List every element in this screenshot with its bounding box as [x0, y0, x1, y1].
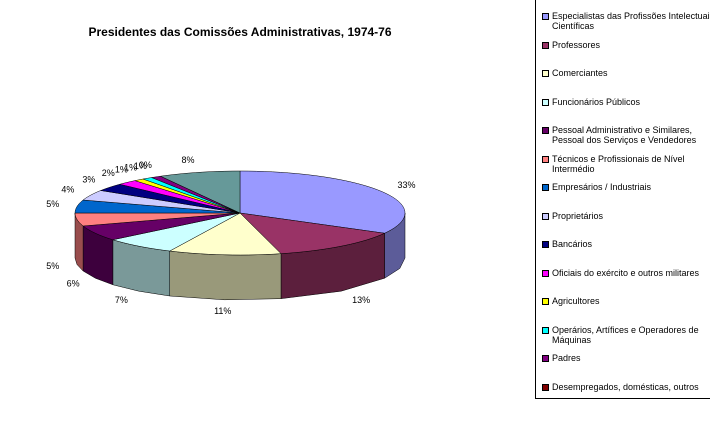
legend-swatch — [542, 212, 549, 220]
legend-label: Professores — [552, 39, 601, 50]
legend-swatch — [542, 241, 549, 248]
data-label: 6% — [67, 278, 80, 288]
legend-item: Pessoal Administrativo e Similares, Pess… — [542, 125, 710, 145]
pie-slice — [74, 212, 241, 227]
data-label: 1% — [115, 165, 128, 175]
legend-swatch — [542, 383, 549, 391]
legend-item: Empresários / Industriais — [542, 182, 710, 192]
pie-slice — [239, 212, 386, 254]
walls — [74, 212, 406, 301]
legend-swatch — [542, 98, 549, 106]
data-label: 11% — [214, 306, 231, 316]
legend-item: Especialistas das Profissões Intelectuai… — [542, 11, 710, 31]
pie-slice — [112, 212, 241, 252]
legend-item: Funcionários Públicos — [542, 97, 710, 107]
data-label: 3% — [82, 174, 95, 184]
legend-label: Padres — [552, 353, 581, 363]
legend-swatch — [542, 326, 549, 334]
data-label: 33% — [398, 180, 416, 190]
legend-item: Proprietários — [542, 211, 710, 221]
legend-item: Agricultores — [542, 296, 710, 306]
legend-item: Técnicos e Profissionais de Nível Interm… — [542, 154, 710, 174]
data-label: 0% — [139, 160, 152, 170]
legend-swatch — [542, 269, 549, 277]
legend-label: Pessoal Administrativo e Similares, Pess… — [552, 125, 697, 145]
data-label: 13% — [352, 295, 370, 305]
data-label: 1% — [124, 163, 137, 173]
legend-label: Desempregados, domésticas, outros — [552, 381, 699, 392]
legend-item: Bancários — [542, 239, 710, 249]
legend-label: Especialistas das Profissões Intelectuai… — [552, 11, 710, 31]
data-label: 8% — [181, 155, 194, 165]
legend-label: Oficiais do exército e outros militares — [552, 267, 700, 278]
legend-item: Professores — [542, 40, 710, 50]
tops — [74, 170, 406, 256]
data-label: 4% — [61, 184, 74, 194]
data-label: 5% — [46, 199, 59, 209]
pie-slice — [159, 170, 241, 214]
pie-slice — [168, 212, 282, 256]
legend-label: Técnicos e Profissionais de Nível Interm… — [552, 153, 685, 174]
chart-title: Presidentes das Comissões Administrativa… — [88, 25, 391, 39]
legend-label: Agricultores — [552, 296, 600, 306]
legend-label: Bancários — [552, 239, 593, 249]
legend-item: Padres — [542, 353, 710, 363]
legend-swatch — [542, 298, 549, 305]
data-label: 2% — [102, 168, 115, 178]
legend: Especialistas das Profissões Intelectuai… — [535, 0, 710, 399]
plot: Presidentes das Comissões Administrativa… — [46, 25, 415, 316]
legend-swatch — [542, 13, 549, 20]
labels: 33%13%11%7%6%5%5%4%3%2% 1%1%1%0% 8% — [46, 155, 415, 316]
data-label: 7% — [115, 295, 128, 305]
pie-slice — [82, 190, 241, 214]
data-label: 5% — [46, 261, 59, 271]
pie-side — [169, 250, 282, 301]
legend-item: Operários, Artífices e Operadores de Máq… — [542, 325, 710, 345]
legend-swatch — [542, 355, 549, 362]
legend-label: Operários, Artífices e Operadores de Máq… — [552, 324, 699, 345]
legend-item: Oficiais do exército e outros militares — [542, 268, 710, 278]
legend-item: Desempregados, domésticas, outros — [542, 382, 710, 392]
legend-swatch — [542, 127, 549, 134]
legend-label: Empresários / Industriais — [552, 182, 652, 192]
legend-label: Funcionários Públicos — [552, 96, 641, 107]
legend-label: Proprietários — [552, 210, 604, 221]
legend-swatch — [542, 184, 549, 191]
legend-swatch — [542, 41, 549, 49]
pie-slice — [239, 170, 406, 234]
data-label: 1% — [134, 161, 147, 171]
legend-swatch — [542, 70, 549, 77]
legend-swatch — [542, 155, 549, 163]
pie-slice — [82, 212, 241, 241]
legend-item: Comerciantes — [542, 68, 710, 78]
legend-label: Comerciantes — [552, 68, 608, 78]
